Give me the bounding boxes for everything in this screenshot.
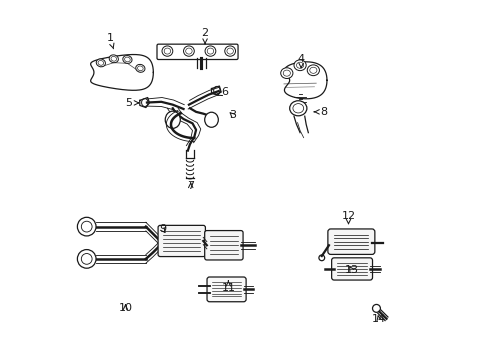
FancyBboxPatch shape — [331, 258, 372, 280]
Text: 1: 1 — [106, 33, 114, 49]
Ellipse shape — [165, 111, 180, 129]
FancyBboxPatch shape — [204, 230, 243, 260]
Ellipse shape — [213, 86, 220, 94]
Text: 10: 10 — [118, 303, 132, 314]
Text: 9: 9 — [159, 225, 166, 234]
Circle shape — [372, 305, 380, 312]
Text: 8: 8 — [314, 107, 326, 117]
FancyBboxPatch shape — [158, 225, 205, 257]
Text: 4: 4 — [297, 54, 304, 68]
Text: 12: 12 — [341, 211, 355, 224]
Ellipse shape — [136, 64, 144, 72]
Text: 6: 6 — [217, 87, 228, 97]
Circle shape — [77, 249, 96, 268]
Ellipse shape — [162, 46, 172, 56]
Circle shape — [318, 255, 324, 261]
Ellipse shape — [280, 68, 292, 78]
Text: 14: 14 — [371, 314, 385, 324]
Ellipse shape — [306, 65, 319, 76]
Ellipse shape — [183, 46, 194, 56]
Ellipse shape — [224, 46, 235, 56]
Ellipse shape — [142, 99, 148, 107]
Text: 5: 5 — [125, 98, 139, 108]
Ellipse shape — [122, 55, 132, 63]
FancyBboxPatch shape — [206, 277, 245, 302]
Text: 7: 7 — [187, 181, 194, 192]
Text: 13: 13 — [344, 265, 358, 275]
Ellipse shape — [293, 60, 305, 71]
Text: 3: 3 — [229, 111, 236, 121]
Ellipse shape — [289, 101, 306, 116]
Text: 11: 11 — [221, 280, 235, 293]
FancyBboxPatch shape — [327, 229, 374, 255]
Ellipse shape — [96, 59, 105, 67]
Ellipse shape — [109, 55, 118, 63]
Circle shape — [77, 217, 96, 236]
Ellipse shape — [204, 46, 215, 56]
Ellipse shape — [204, 112, 218, 127]
Text: 2: 2 — [201, 28, 208, 44]
